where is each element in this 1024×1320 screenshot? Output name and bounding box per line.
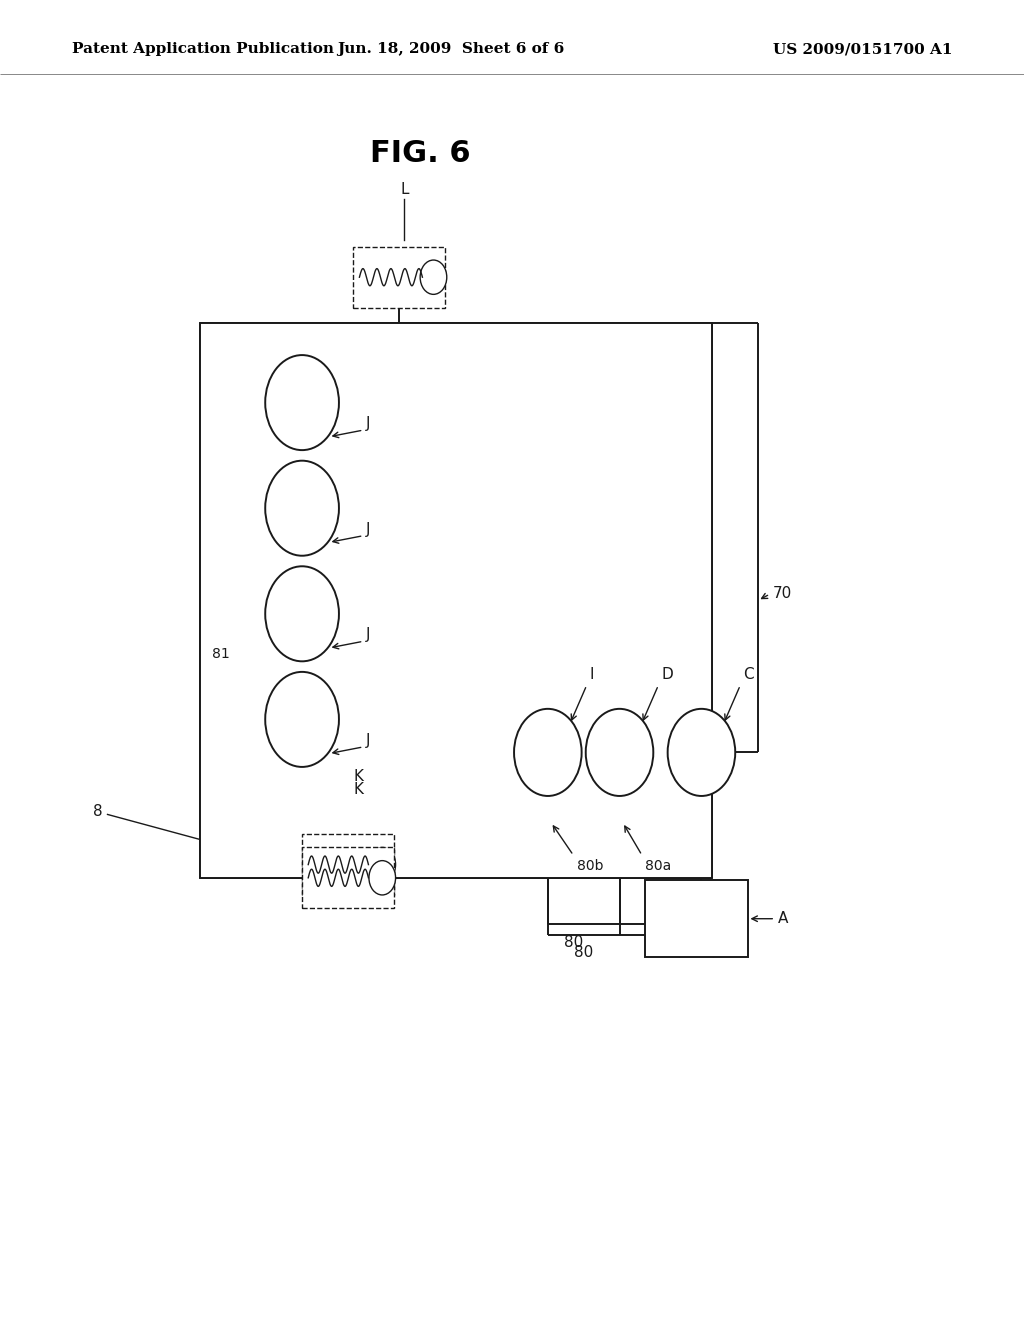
Circle shape (420, 260, 446, 294)
Text: 80: 80 (564, 935, 583, 949)
Text: 81: 81 (212, 647, 229, 661)
Text: D: D (662, 668, 673, 682)
Text: C: C (743, 668, 754, 682)
Text: US 2009/0151700 A1: US 2009/0151700 A1 (773, 42, 952, 57)
Text: 80: 80 (574, 945, 593, 960)
Circle shape (514, 709, 582, 796)
Bar (302, 847, 394, 908)
Circle shape (265, 566, 339, 661)
Circle shape (265, 461, 339, 556)
Text: J: J (366, 416, 370, 430)
Circle shape (668, 709, 735, 796)
Text: FIG. 6: FIG. 6 (370, 139, 470, 168)
Circle shape (369, 847, 395, 882)
Text: I: I (590, 668, 594, 682)
Text: A: A (778, 911, 788, 927)
Bar (645, 880, 748, 957)
Text: K: K (353, 783, 364, 797)
Text: J: J (366, 521, 370, 536)
Text: J: J (366, 733, 370, 747)
Circle shape (265, 355, 339, 450)
Text: L: L (400, 182, 409, 197)
Circle shape (369, 861, 395, 895)
Circle shape (265, 672, 339, 767)
Bar (302, 834, 394, 895)
Text: 70: 70 (773, 586, 793, 602)
Text: Patent Application Publication: Patent Application Publication (72, 42, 334, 57)
Text: 80b: 80b (577, 859, 603, 874)
Text: K: K (353, 770, 364, 784)
Text: 8: 8 (93, 804, 102, 820)
Text: 80a: 80a (645, 859, 672, 874)
Text: Jun. 18, 2009  Sheet 6 of 6: Jun. 18, 2009 Sheet 6 of 6 (337, 42, 564, 57)
Bar (200, 323, 712, 878)
Text: J: J (366, 627, 370, 642)
Bar (353, 247, 445, 308)
Circle shape (586, 709, 653, 796)
